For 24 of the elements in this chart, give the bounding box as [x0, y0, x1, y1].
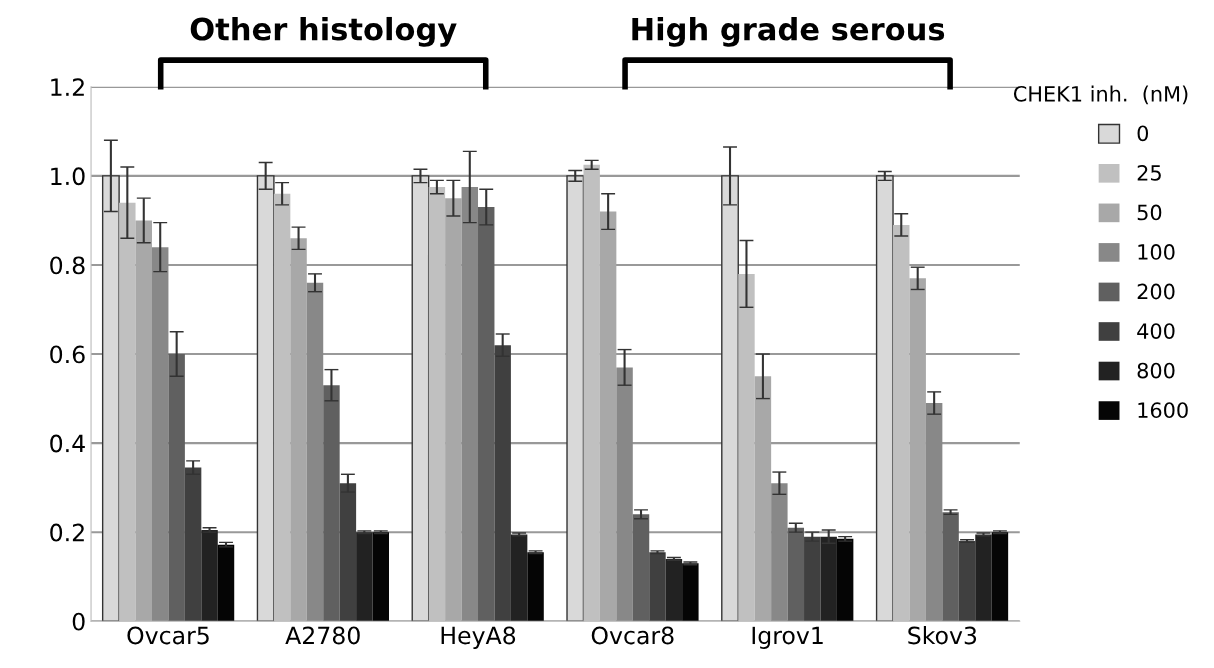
x-tick-label: Igrov1	[752, 626, 823, 649]
x-tick-label: HeyA8	[441, 626, 516, 649]
x-tick-label: Ovcar5	[127, 626, 209, 645]
legend-label: 400	[1137, 323, 1175, 339]
y-tick-label: 1.2	[51, 78, 84, 96]
y-tick-label: 1.0	[51, 167, 85, 186]
text: High grade serous	[632, 16, 945, 47]
legend-title: CHEK1 inh. (nM)	[1013, 85, 1188, 105]
x-tick-label: A2780	[285, 626, 360, 645]
text: Other histology	[190, 16, 457, 47]
legend-label: 1600	[1138, 402, 1188, 418]
x-tick-label: Skov3	[908, 626, 977, 645]
legend-label: 50	[1137, 204, 1162, 221]
legend-label: 25	[1137, 165, 1161, 181]
y-tick-label: 0.6	[50, 345, 85, 364]
legend-label: 200	[1137, 283, 1175, 300]
y-tick-label: 0.4	[50, 434, 85, 453]
y-tick-label: 0.2	[50, 523, 84, 542]
legend-label: 100	[1138, 244, 1175, 260]
x-tick-label: Ovcar8	[591, 626, 674, 645]
y-tick-label: 0.8	[50, 256, 85, 275]
legend-label: 800	[1137, 362, 1175, 379]
legend-label: 0	[1137, 125, 1149, 142]
y-tick-label: 0	[72, 612, 85, 631]
